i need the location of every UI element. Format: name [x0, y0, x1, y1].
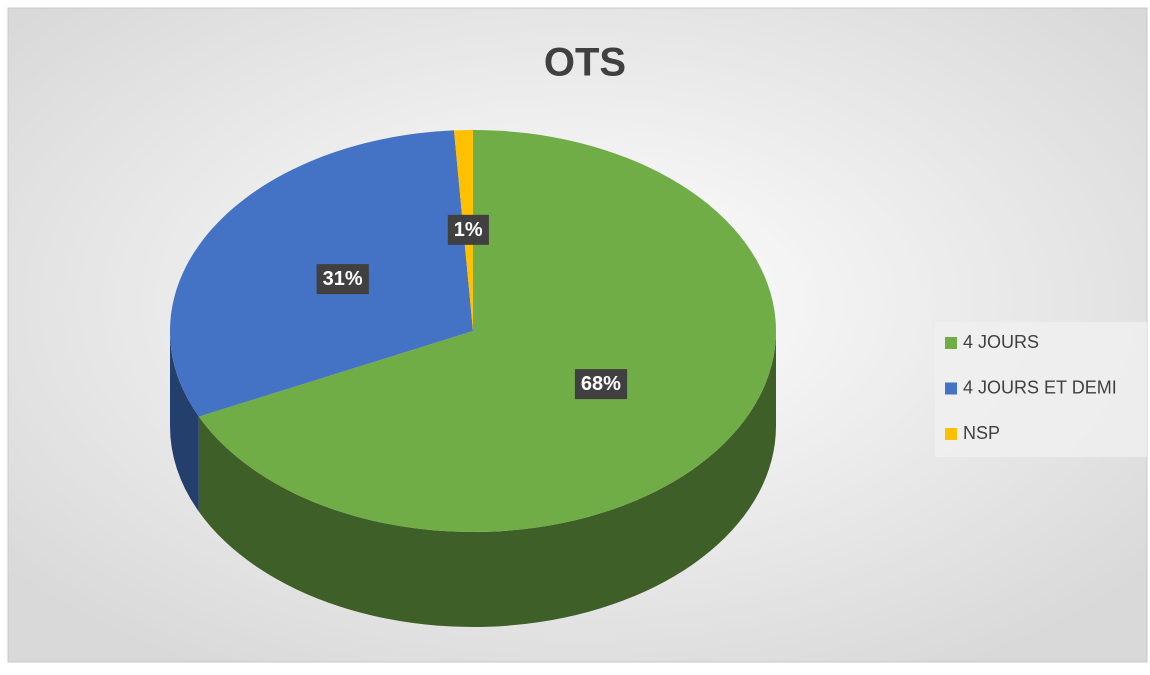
data-label-box	[574, 369, 628, 400]
legend-label: NSP	[963, 423, 1000, 443]
data-label: 68%	[581, 373, 621, 395]
slice	[198, 130, 776, 532]
slice-side	[170, 331, 199, 512]
legend-box	[935, 322, 1147, 457]
data-label-box	[316, 264, 369, 295]
legend-swatch	[945, 382, 957, 395]
legend-label: 4 JOURS	[963, 332, 1039, 352]
legend-swatch	[945, 337, 957, 349]
legend-swatch	[945, 428, 957, 440]
slice-side	[198, 331, 776, 627]
data-label: 31%	[323, 268, 363, 290]
chart-title: OTS	[544, 41, 626, 85]
data-label-box	[447, 214, 489, 245]
data-label: 1%	[454, 219, 483, 241]
legend-label: 4 JOURS ET DEMI	[963, 377, 1117, 397]
